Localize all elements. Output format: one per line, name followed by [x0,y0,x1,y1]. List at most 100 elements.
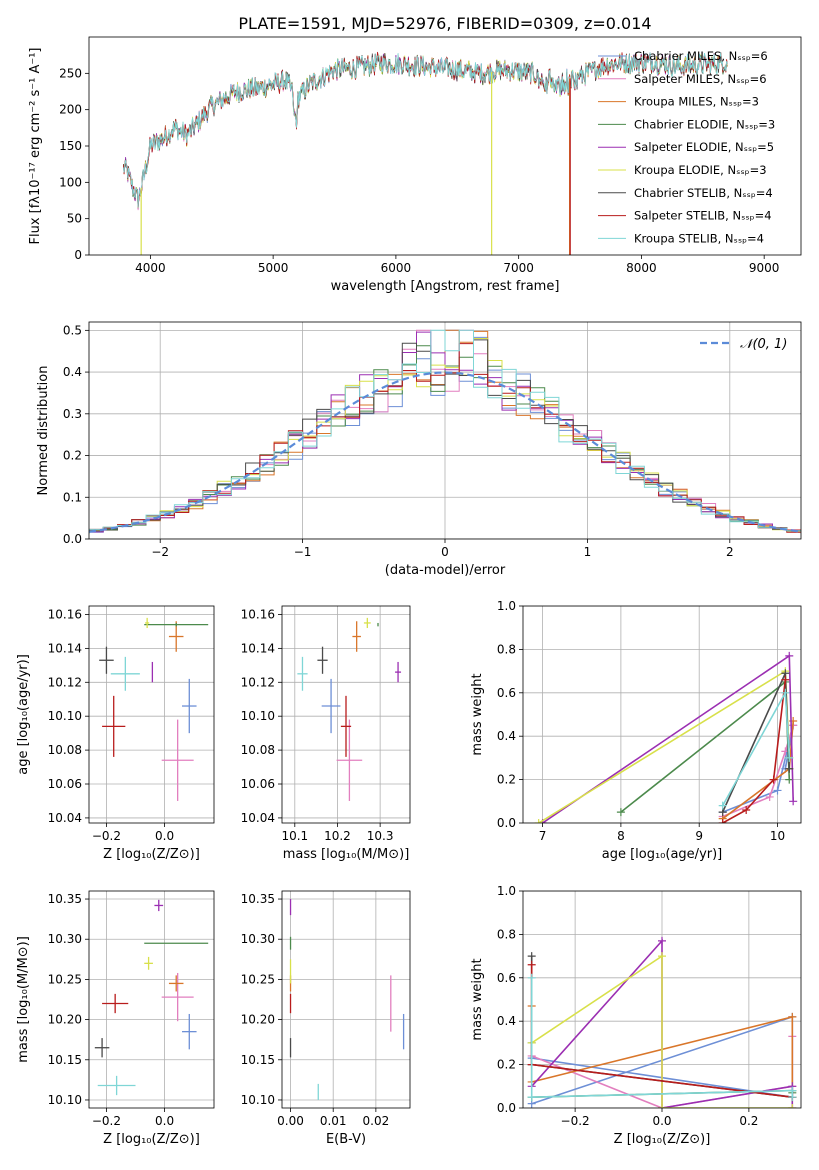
weight-marker [785,764,794,773]
plot-area [523,891,801,1108]
y-tick-label: 0 [74,248,82,262]
weight-marker [785,651,794,660]
y-tick-label: 10.08 [48,743,82,757]
y-tick-label: 10.25 [48,972,82,986]
x-tick-label: 8000 [626,261,657,275]
x-tick-label: 10.3 [367,829,394,843]
x-tick-label: 0.0 [155,1114,174,1128]
weight-line [531,954,793,1108]
y-tick-label: 150 [59,139,82,153]
x-tick-label: 0.0 [652,1114,671,1128]
y-tick-label: 50 [67,212,82,226]
plot-area [282,891,410,1108]
y-tick-label: 1.0 [497,884,516,898]
weight-marker [781,675,790,684]
spectrum-line [123,52,728,208]
y-tick-label: 0.0 [497,816,516,830]
y-tick-label: 0.0 [63,532,82,546]
legend-label: Chabrier MILES, Nₛₛₚ=6 [634,49,768,63]
axes-weight-vs-age: 7 8 9 10 0.0 0.2 0.4 0.6 0.8 1.0 age [log₁₀(age/yr… [470,599,802,862]
y-tick-label: 10.04 [241,811,275,825]
axes-frame [88,605,215,824]
x-axis-label: E(B-V) [326,1132,366,1147]
legend-label: Salpeter MILES, Nₛₛₚ=6 [634,72,767,86]
legend-label: Kroupa ELODIE, Nₛₛₚ=3 [634,163,767,177]
x-tick-label: 4000 [135,261,166,275]
legend-label: Salpeter ELODIE, Nₛₛₚ=5 [634,140,774,154]
weight-marker [781,688,790,697]
y-tick-label: 10.10 [48,1093,82,1107]
y-tick-label: 10.15 [241,1053,275,1067]
axes-mass-vs-Z: −0.2 0.0 10.10 10.15 10.20 10.25 10.30 10.35 Z [… [16,890,215,1147]
weight-line [722,690,791,806]
y-tick-label: 100 [59,175,82,189]
y-tick-label: 0.0 [497,1101,516,1115]
x-tick-label: −0.2 [561,1114,590,1128]
x-tick-label: 9000 [749,261,780,275]
legend: 𝒩(0, 1) [700,337,787,352]
x-tick-label: 0.00 [277,1114,304,1128]
weight-marker [527,1093,536,1102]
y-tick-label: 0.2 [497,1058,516,1072]
x-axis-label: Z [log₁₀(Z/Z⊙)] [614,1132,711,1147]
x-tick-label: 1 [584,545,592,559]
weight-marker [658,1104,666,1108]
histogram-step [89,329,801,534]
weight-marker [788,1093,797,1102]
normal-curve [89,371,801,533]
weight-marker [785,753,794,762]
y-axis-label: mass [log₁₀(M/M⊙)] [16,936,31,1063]
weight-marker [534,819,543,823]
x-tick-label: 5000 [258,261,289,275]
axes-spectrum: 4000 5000 6000 7000 8000 9000 0 50 100 150 200 250 w… [28,36,802,294]
axes-age-vs-Z: −0.2 0.0 10.04 10.06 10.08 10.10 10.12 10.14 10.… [16,605,215,862]
y-tick-label: 10.12 [48,675,82,689]
weight-marker [658,952,666,961]
weight-line [620,680,791,813]
y-tick-label: 10.15 [48,1053,82,1067]
axes-mass-vs-ebv: 0.00 0.01 0.02 10.10 10.15 10.20 10.25 10.30 10.… [241,890,411,1147]
weight-marker [718,801,727,810]
weight-marker [718,819,727,823]
weight-marker [527,973,536,982]
x-tick-label: −0.2 [92,1114,121,1128]
axes-residuals: −2 −1 0 1 2 0.0 0.1 0.2 0.3 0.4 0.5 (data-model)/er… [36,321,802,578]
legend-label: Chabrier ELODIE, Nₛₛₚ=3 [634,117,775,131]
weight-line [722,679,787,823]
axes-frame [88,321,802,540]
y-axis-label: mass weight [470,958,485,1040]
y-tick-label: 0.3 [63,407,82,421]
y-tick-label: 0.2 [63,449,82,463]
legend-label: 𝒩(0, 1) [740,337,787,352]
weight-marker [773,786,782,795]
y-tick-label: 10.20 [48,1013,82,1027]
y-tick-label: 0.2 [497,773,516,787]
y-tick-label: 0.1 [63,490,82,504]
legend: Chabrier MILES, Nₛₛₚ=6 Salpeter MILES, Nₛ… [598,49,775,245]
legend-label: Kroupa STELIB, Nₛₛₚ=4 [634,231,764,245]
axes-frame [522,605,802,824]
legend-label: Kroupa MILES, Nₛₛₚ=3 [634,95,759,109]
x-tick-label: −0.2 [92,829,121,843]
plot-area [123,51,728,255]
weight-marker [788,1012,797,1021]
x-tick-label: 10 [770,829,785,843]
x-tick-label: 0.0 [155,829,174,843]
x-tick-label: 6000 [381,261,412,275]
y-tick-label: 10.14 [48,641,82,655]
x-tick-label: 8 [617,829,625,843]
weight-marker [789,797,798,806]
plot-area [89,891,214,1108]
x-axis-label: wavelength [Angstrom, rest frame] [331,279,560,294]
weight-marker [788,1104,797,1108]
x-tick-label: 7000 [503,261,534,275]
plot-area [523,606,801,823]
axes-age-vs-mass: 10.1 10.2 10.3 10.04 10.06 10.08 10.10 10.12 10.… [241,605,411,862]
axes-frame [281,890,411,1109]
y-tick-label: 0.5 [63,323,82,337]
figure-title: PLATE=1591, MJD=52976, FIBERID=0309, z=0… [238,14,651,33]
x-tick-label: 10.2 [324,829,351,843]
x-tick-label: 7 [539,829,547,843]
y-tick-label: 0.4 [63,365,82,379]
y-tick-label: 10.04 [48,811,82,825]
